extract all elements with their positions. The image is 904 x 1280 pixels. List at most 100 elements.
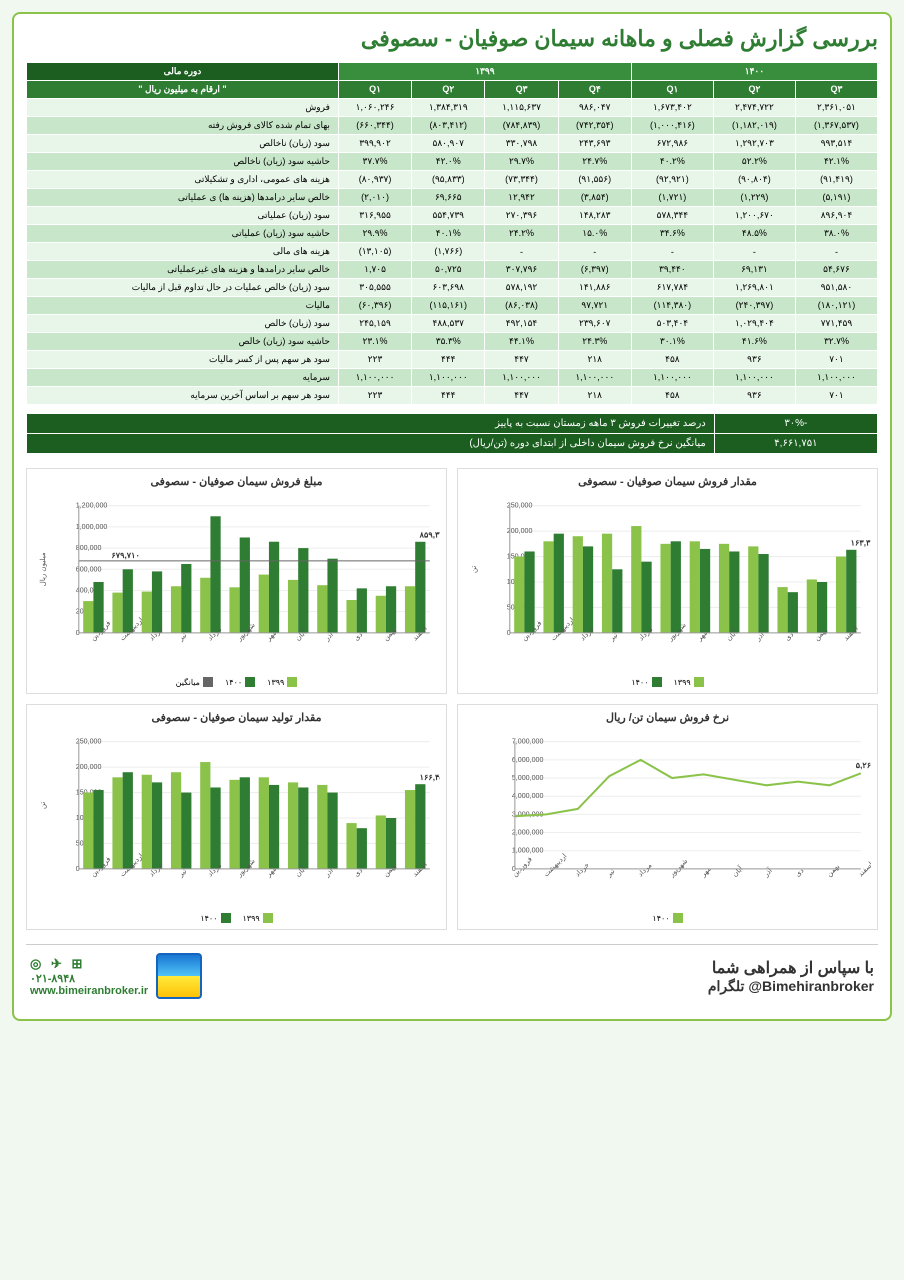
table-cell: ۴۴۴ [412, 351, 485, 369]
row-label: سود (زیان) عملیاتی [27, 207, 339, 225]
quarter-header: Q۴ [558, 81, 631, 99]
footer: با سپاس از همراهی شما تلگرام @Bimehiranb… [26, 944, 878, 1007]
table-cell: ۴۸.۵% [713, 225, 795, 243]
svg-text:1,200,000: 1,200,000 [76, 502, 108, 510]
table-cell: (۶۰,۳۹۶) [338, 297, 411, 315]
chart-sales-amount: مبلغ فروش سیمان صوفیان - سصوفی 0200,0004… [26, 468, 447, 694]
quarter-header: Q۲ [412, 81, 485, 99]
table-cell: ۳۷.۷% [338, 153, 411, 171]
table-cell: ۳۰۷,۷۹۶ [485, 261, 558, 279]
table-cell: ۳۹۹,۹۰۲ [338, 135, 411, 153]
svg-text:مهر: مهر [699, 865, 713, 879]
table-row: ۹۵۱,۵۸۰۱,۲۶۹,۸۰۱۶۱۷,۷۸۴۱۴۱,۸۸۶۵۷۸,۱۹۲۶۰۳… [27, 279, 878, 297]
table-row: ۳۲.۷%۴۱.۶%۳۰.۱%۲۴.۳%۴۴.۱%۳۵.۳%۲۳.۱%حاشیه… [27, 333, 878, 351]
table-cell: ۱,۱۰۰,۰۰۰ [713, 369, 795, 387]
table-cell: ۵۰۳,۴۰۴ [631, 315, 713, 333]
report-title: بررسی گزارش فصلی و ماهانه سیمان صوفیان -… [26, 26, 878, 52]
table-cell: ۴۲.۰% [412, 153, 485, 171]
svg-text:آذر: آذر [760, 865, 775, 880]
table-cell: (۷۴۲,۳۵۴) [558, 117, 631, 135]
table-cell: - [713, 243, 795, 261]
legend-item: ۱۴۰۰ [225, 677, 255, 687]
svg-text:۱۶۳,۳۱۱: ۱۶۳,۳۱۱ [851, 539, 871, 548]
row-label: سود هر سهم پس از کسر مالیات [27, 351, 339, 369]
year-1400-header: ۱۴۰۰ [631, 63, 877, 81]
table-cell: (۱,۰۰۰,۴۱۶) [631, 117, 713, 135]
table-cell: (۲۴۰,۳۹۷) [713, 297, 795, 315]
table-cell: ۹۳۶ [713, 351, 795, 369]
table-cell: ۱,۱۰۰,۰۰۰ [485, 369, 558, 387]
svg-text:تن: تن [470, 566, 478, 573]
table-cell: (۷۳,۳۴۴) [485, 171, 558, 189]
quarter-header: Q۱ [338, 81, 411, 99]
svg-text:1,000,000: 1,000,000 [512, 847, 544, 855]
table-cell: ۲۴.۷% [558, 153, 631, 171]
table-cell: ۱۴۱,۸۸۶ [558, 279, 631, 297]
table-cell: (۷۸۴,۸۳۹) [485, 117, 558, 135]
logo-icon [156, 953, 202, 999]
table-cell: (۹۱,۴۱۹) [795, 171, 877, 189]
table-cell: (۹۲,۹۲۱) [631, 171, 713, 189]
svg-text:6,000,000: 6,000,000 [512, 756, 544, 764]
table-cell: - [485, 243, 558, 261]
table-cell: (۱,۷۲۱) [631, 189, 713, 207]
svg-text:5,000,000: 5,000,000 [512, 774, 544, 782]
table-cell: (۹۰,۸۰۴) [713, 171, 795, 189]
table-cell: ۹۸۶,۰۴۷ [558, 99, 631, 117]
summary-label: درصد تغییرات فروش ۳ ماهه زمستان نسبت به … [27, 414, 715, 434]
svg-text:600,000: 600,000 [76, 565, 102, 573]
row-label: سود (زیان) ناخالص [27, 135, 339, 153]
table-cell: ۳۰.۱% [631, 333, 713, 351]
table-cell: - [631, 243, 713, 261]
table-cell: (۸۰۳,۴۱۲) [412, 117, 485, 135]
period-header: دوره مالی [27, 63, 339, 81]
table-cell: ۲۷۰,۳۹۶ [485, 207, 558, 225]
table-row: ۹۹۳,۵۱۴۱,۲۹۲,۷۰۳۶۷۲,۹۸۶۲۴۳,۶۹۳۳۳۰,۷۹۸۵۸۰… [27, 135, 878, 153]
row-label: سود هر سهم بر اساس آخرین سرمایه [27, 387, 339, 405]
legend-item: ۱۴۰۰ [631, 677, 661, 687]
table-cell: ۱,۲۹۲,۷۰۳ [713, 135, 795, 153]
row-label: حاشیه سود (زیان) عملیاتی [27, 225, 339, 243]
table-cell: (۱,۷۶۶) [412, 243, 485, 261]
table-cell: (۱۱۵,۱۶۱) [412, 297, 485, 315]
table-cell: ۶۱۷,۷۸۴ [631, 279, 713, 297]
table-row: (۱۸۰,۱۲۱)(۲۴۰,۳۹۷)(۱۱۴,۳۸۰)۹۷,۷۲۱(۸۶,۰۳۸… [27, 297, 878, 315]
chart2-title: مبلغ فروش سیمان صوفیان - سصوفی [33, 475, 440, 488]
table-cell: ۴۰.۱% [412, 225, 485, 243]
table-cell: ۶۷۲,۹۸۶ [631, 135, 713, 153]
svg-text:1,000,000: 1,000,000 [76, 523, 108, 531]
table-cell: ۲۲۳ [338, 387, 411, 405]
svg-text:تن: تن [39, 802, 47, 809]
table-cell: ۱,۳۸۴,۳۱۹ [412, 99, 485, 117]
svg-text:۱۶۶,۴۵۵: ۱۶۶,۴۵۵ [420, 773, 440, 782]
table-cell: ۴۵۸ [631, 351, 713, 369]
table-cell: ۴۱.۶% [713, 333, 795, 351]
table-cell: ۲۴۳,۶۹۳ [558, 135, 631, 153]
svg-text:800,000: 800,000 [76, 544, 102, 552]
table-cell: ۱,۱۰۰,۰۰۰ [558, 369, 631, 387]
row-label: هزینه های عمومی، اداری و تشکیلاتی [27, 171, 339, 189]
table-cell: ۵۷۸,۳۴۴ [631, 207, 713, 225]
summary-table: -۳۰%درصد تغییرات فروش ۳ ماهه زمستان نسبت… [26, 413, 878, 454]
legend-item: ۱۴۰۰ [652, 913, 682, 923]
svg-text:۸۵۹,۳۴۶: ۸۵۹,۳۴۶ [419, 531, 440, 540]
svg-text:200,000: 200,000 [76, 763, 102, 771]
table-cell: (۶,۳۹۷) [558, 261, 631, 279]
footer-website[interactable]: www.bimeiranbroker.ir [30, 985, 148, 997]
table-cell: ۱,۰۶۰,۲۴۶ [338, 99, 411, 117]
chart-sales-volume: مقدار فروش سیمان صوفیان - سصوفی 050,0001… [457, 468, 878, 694]
summary-value: ۴,۶۶۱,۷۵۱ [714, 434, 877, 454]
table-cell: ۵۵۴,۷۳۹ [412, 207, 485, 225]
svg-text:بهمن: بهمن [825, 862, 841, 878]
table-cell: ۲,۳۶۱,۰۵۱ [795, 99, 877, 117]
table-row: ۷۰۱۹۳۶۴۵۸۲۱۸۴۴۷۴۴۴۲۲۳سود هر سهم بر اساس … [27, 387, 878, 405]
table-cell: ۱,۰۲۹,۴۰۴ [713, 315, 795, 333]
legend-item: ۱۳۹۹ [243, 913, 273, 923]
table-cell: ۳۴.۶% [631, 225, 713, 243]
table-cell: ۵۸۰,۹۰۷ [412, 135, 485, 153]
table-cell: ۳۳۰,۷۹۸ [485, 135, 558, 153]
chart1-title: مقدار فروش سیمان صوفیان - سصوفی [464, 475, 871, 488]
quarter-header: Q۳ [795, 81, 877, 99]
table-cell: ۴۴۴ [412, 387, 485, 405]
table-cell: ۲۹.۹% [338, 225, 411, 243]
